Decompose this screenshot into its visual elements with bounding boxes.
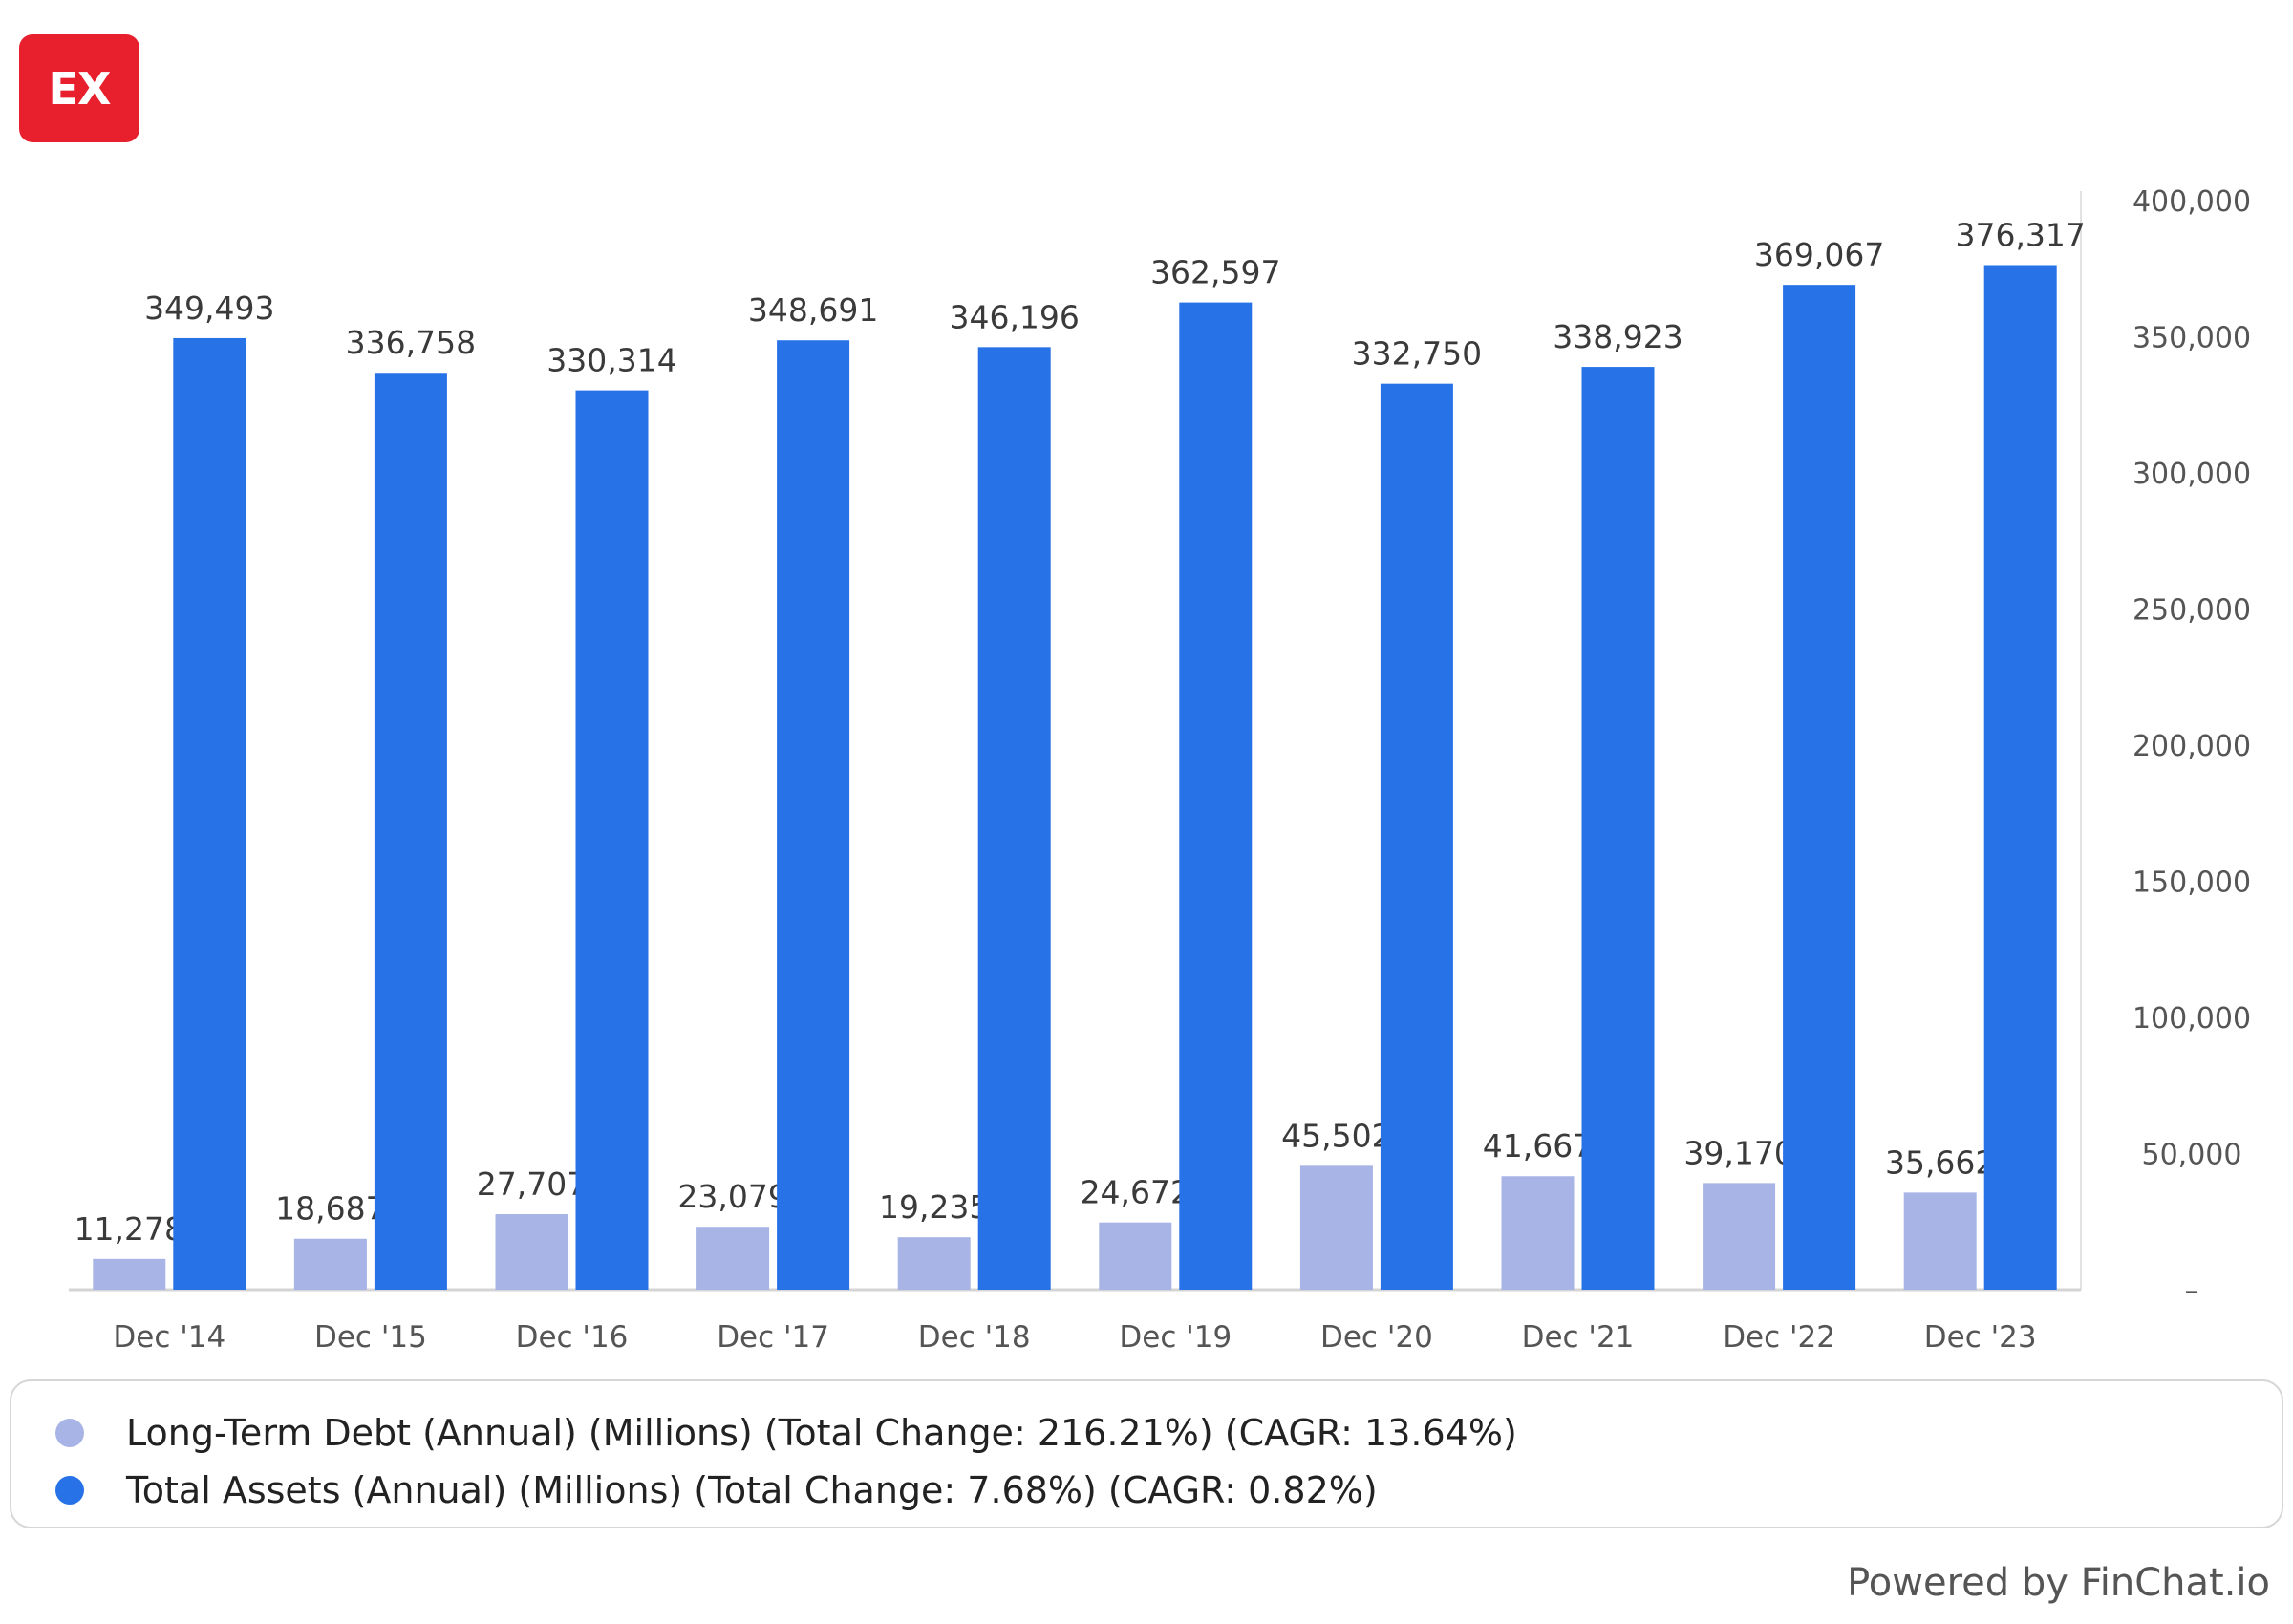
bar-total-assets <box>173 337 246 1290</box>
bar-long-term-debt <box>1299 1165 1373 1290</box>
bar-long-term-debt <box>293 1238 367 1290</box>
x-tick-label: Dec '15 <box>314 1320 427 1355</box>
data-label-total-assets: 332,750 <box>1352 335 1482 373</box>
legend-item-total-assets[interactable]: Total Assets (Annual) (Millions) (Total … <box>55 1462 2282 1519</box>
legend-label-long-term-debt: Long-Term Debt (Annual) (Millions) (Tota… <box>126 1412 1517 1454</box>
y-tick-label: – <box>2185 1274 2199 1308</box>
data-label-long-term-debt: 27,707 <box>477 1165 587 1203</box>
data-label-total-assets: 330,314 <box>546 342 676 379</box>
y-tick-label: 300,000 <box>2132 458 2251 491</box>
bar-long-term-debt <box>1501 1176 1575 1290</box>
bar-total-assets <box>1179 302 1253 1291</box>
bar-long-term-debt <box>93 1258 166 1290</box>
bar-long-term-debt <box>696 1227 770 1290</box>
data-label-long-term-debt: 23,079 <box>677 1178 787 1215</box>
data-label-long-term-debt: 19,235 <box>879 1188 989 1226</box>
data-label-total-assets: 336,758 <box>346 324 476 361</box>
x-tick-label: Dec '20 <box>1320 1320 1433 1355</box>
bar-total-assets <box>1380 383 1453 1291</box>
bar-long-term-debt <box>1099 1222 1172 1290</box>
y-tick-label: 400,000 <box>2132 185 2251 219</box>
bar-long-term-debt <box>1903 1192 1977 1290</box>
x-tick-label: Dec '14 <box>113 1320 225 1355</box>
data-label-long-term-debt: 24,672 <box>1081 1174 1190 1211</box>
bar-total-assets <box>777 340 850 1290</box>
bar-total-assets <box>374 373 447 1290</box>
data-label-long-term-debt: 11,278 <box>75 1210 184 1248</box>
y-tick-label: 150,000 <box>2132 866 2251 900</box>
powered-by-credit[interactable]: Powered by FinChat.io <box>1847 1561 2270 1605</box>
data-label-long-term-debt: 41,667 <box>1483 1127 1593 1165</box>
bar-total-assets <box>1983 265 2057 1290</box>
bar-total-assets <box>1783 285 1856 1290</box>
x-tick-label: Dec '19 <box>1119 1320 1232 1355</box>
bar-long-term-debt <box>495 1214 568 1290</box>
legend: Long-Term Debt (Annual) (Millions) (Tota… <box>10 1379 2283 1528</box>
y-tick-label: 200,000 <box>2132 730 2251 763</box>
data-label-total-assets: 362,597 <box>1150 254 1280 291</box>
legend-dot-total-assets <box>55 1476 84 1505</box>
x-tick-label: Dec '23 <box>1924 1320 2037 1355</box>
data-label-long-term-debt: 35,662 <box>1885 1143 1995 1181</box>
x-tick-label: Dec '21 <box>1522 1320 1635 1355</box>
bar-long-term-debt <box>897 1237 971 1290</box>
x-tick-label: Dec '16 <box>516 1320 629 1355</box>
data-label-long-term-debt: 18,687 <box>275 1190 385 1228</box>
data-label-total-assets: 349,493 <box>144 289 274 327</box>
legend-item-long-term-debt[interactable]: Long-Term Debt (Annual) (Millions) (Tota… <box>55 1404 2282 1462</box>
x-tick-label: Dec '17 <box>717 1320 829 1355</box>
x-tick-label: Dec '18 <box>918 1320 1031 1355</box>
legend-label-total-assets: Total Assets (Annual) (Millions) (Total … <box>126 1469 1378 1511</box>
data-label-long-term-debt: 45,502 <box>1281 1117 1391 1154</box>
bar-total-assets <box>977 347 1051 1290</box>
data-label-total-assets: 346,196 <box>949 298 1079 335</box>
data-label-total-assets: 348,691 <box>748 291 878 329</box>
data-label-long-term-debt: 39,170 <box>1683 1134 1793 1171</box>
data-label-total-assets: 376,317 <box>1955 216 2085 253</box>
y-tick-label: 250,000 <box>2132 594 2251 628</box>
bar-long-term-debt <box>1703 1183 1776 1290</box>
data-label-total-assets: 338,923 <box>1553 318 1682 355</box>
bar-total-assets <box>1581 367 1655 1290</box>
legend-dot-long-term-debt <box>55 1419 84 1447</box>
data-label-total-assets: 369,067 <box>1754 236 1884 273</box>
bar-chart: – 50,000 100,000 150,000 200,000 250,000 300,0… <box>69 185 2251 1355</box>
bar-total-assets <box>575 390 649 1290</box>
y-tick-label: 100,000 <box>2132 1002 2251 1036</box>
y-tick-label: 50,000 <box>2142 1139 2242 1172</box>
exxon-logo: EX <box>19 34 139 142</box>
x-tick-label: Dec '22 <box>1723 1320 1835 1355</box>
y-tick-label: 350,000 <box>2132 322 2251 355</box>
